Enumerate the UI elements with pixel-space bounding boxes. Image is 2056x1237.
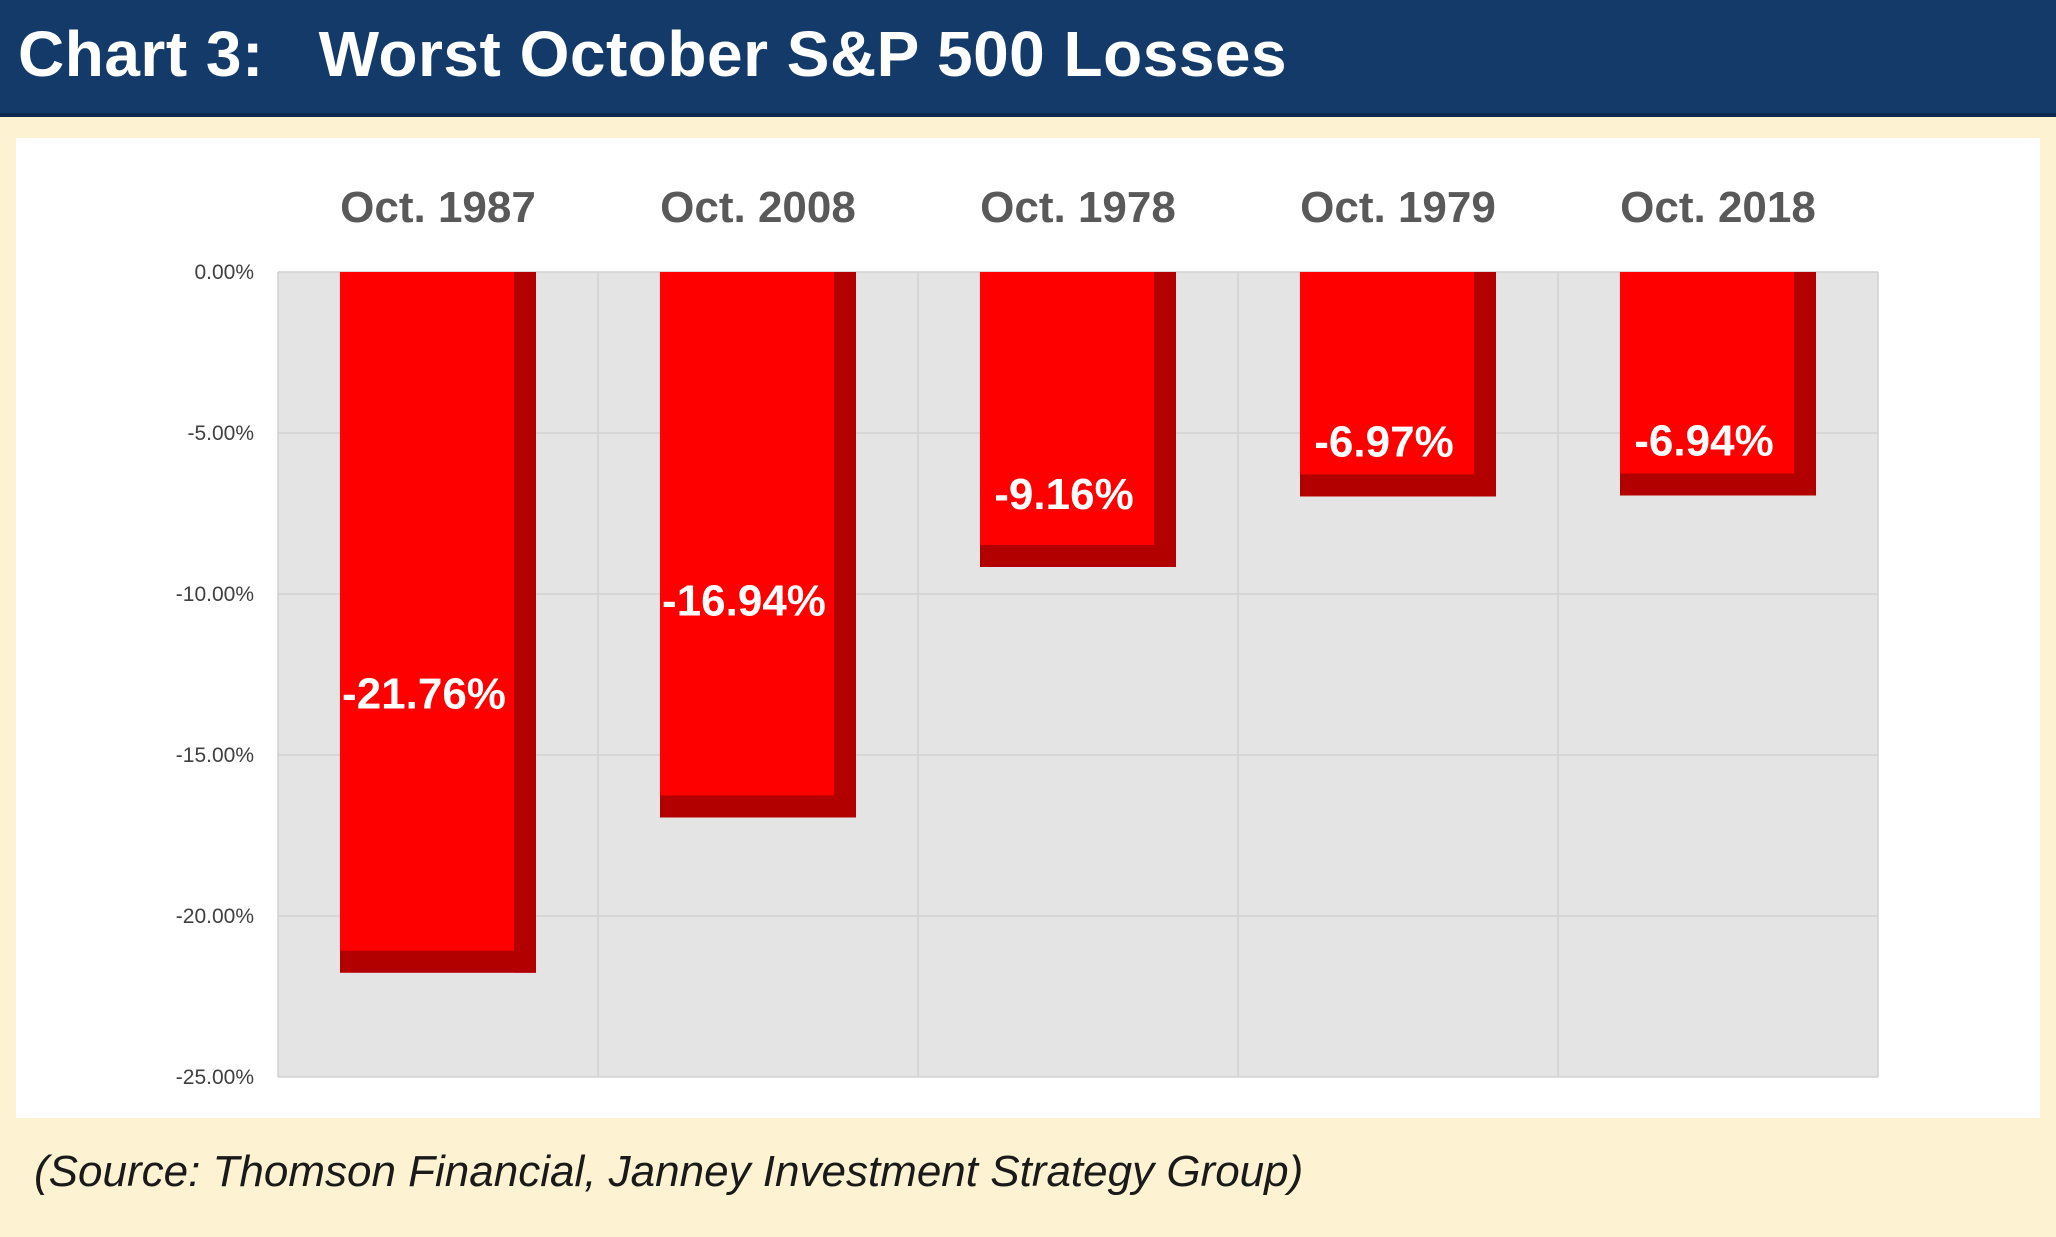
category-label: Oct. 1978 bbox=[980, 183, 1176, 232]
source-note: (Source: Thomson Financial, Janney Inves… bbox=[34, 1147, 1304, 1196]
bar-shade-side bbox=[514, 272, 536, 973]
bar-shade-bottom bbox=[660, 795, 856, 818]
data-label: -6.97% bbox=[1314, 417, 1453, 466]
category-label: Oct. 2018 bbox=[1620, 183, 1816, 232]
data-label: -9.16% bbox=[994, 470, 1133, 519]
y-tick-label: -20.00% bbox=[176, 905, 254, 928]
bar-shade-side bbox=[834, 272, 856, 818]
category-label: Oct. 2008 bbox=[660, 183, 856, 232]
data-label: -6.94% bbox=[1634, 417, 1773, 466]
data-label: -21.76% bbox=[342, 669, 506, 718]
category-label: Oct. 1987 bbox=[340, 183, 536, 232]
bar bbox=[980, 272, 1176, 567]
bar-shade-bottom bbox=[980, 544, 1176, 567]
y-tick-label: -5.00% bbox=[187, 422, 254, 445]
bar bbox=[1300, 272, 1496, 497]
chart-panel: 0.00% -5.00% -10.00% -15.00% -20.00% -25.00% O… bbox=[16, 138, 2040, 1118]
bar bbox=[340, 272, 536, 973]
y-tick-label: 0.00% bbox=[194, 261, 254, 284]
data-label: -16.94% bbox=[662, 576, 826, 625]
bar-shade-side bbox=[1794, 272, 1816, 496]
chart-title: Chart 3: Worst October S&P 500 Losses bbox=[18, 18, 1288, 90]
y-tick-label: -25.00% bbox=[176, 1066, 254, 1089]
bar-shade-side bbox=[1154, 272, 1176, 567]
bar-shade-bottom bbox=[1620, 473, 1816, 496]
bar-shade-bottom bbox=[1300, 474, 1496, 497]
bar bbox=[1620, 272, 1816, 496]
y-tick-label: -15.00% bbox=[176, 744, 254, 767]
bar-shade-bottom bbox=[340, 950, 536, 973]
bar bbox=[660, 272, 856, 818]
chart-header: Chart 3: Worst October S&P 500 Losses bbox=[0, 0, 2056, 117]
bar-chart: 0.00% -5.00% -10.00% -15.00% -20.00% -25.00% O… bbox=[176, 183, 1879, 1089]
bar-shade-side bbox=[1474, 272, 1496, 497]
y-tick-label: -10.00% bbox=[176, 583, 254, 606]
category-label: Oct. 1979 bbox=[1300, 183, 1496, 232]
